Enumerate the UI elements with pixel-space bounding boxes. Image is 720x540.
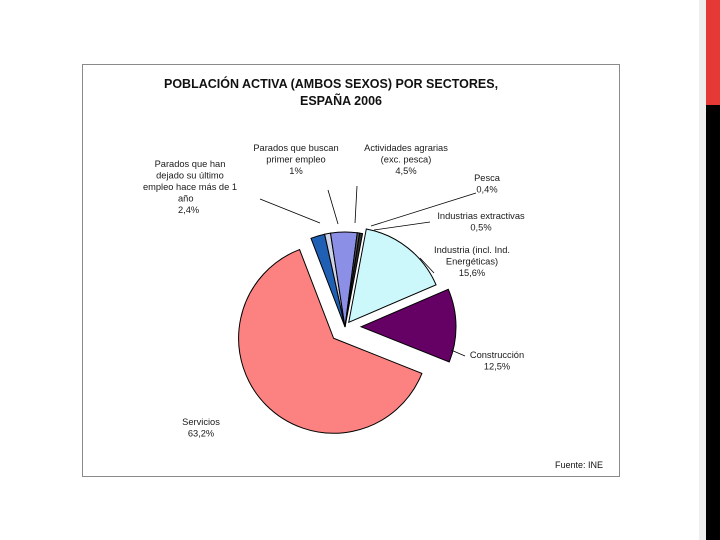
leader-line-actividades-agrarias xyxy=(354,185,358,224)
data-label-pesca: Pesca 0,4% xyxy=(474,173,501,195)
leader-line-parados-ultimo-empleo xyxy=(259,198,321,224)
leader-line-pesca xyxy=(370,192,477,227)
pie-slice-industrias-extractivas xyxy=(344,232,364,328)
leader-line-industria xyxy=(419,257,435,274)
pie-slice-industria xyxy=(348,228,437,324)
leader-line-construccion xyxy=(450,349,466,357)
data-label-actividades-agrarias: Actividades agrarias (exc. pesca) 4,5% xyxy=(364,143,448,176)
data-label-servicios: Servicios 63,2% xyxy=(182,417,220,439)
data-label-parados-ultimo-empleo: Parados que han dejado su último empleo ha… xyxy=(143,159,237,215)
leader-line-industrias-extractivas xyxy=(373,221,431,231)
slide-accent-bar-black xyxy=(706,0,720,540)
data-label-industrias-extractivas: Industrias extractivas 0,5% xyxy=(437,211,525,233)
data-label-construccion: Construcción 12,5% xyxy=(470,350,524,372)
leader-line-parados-primer-empleo xyxy=(327,189,339,225)
data-label-parados-primer-empleo: Parados que buscan primer empleo 1% xyxy=(253,143,338,176)
chart-title: POBLACIÓN ACTIVA (AMBOS SEXOS) POR SECTO… xyxy=(164,76,544,110)
pie-slice-construccion xyxy=(359,288,457,363)
slide-accent-bar-red xyxy=(706,0,720,105)
source-note: Fuente: INE xyxy=(555,460,604,470)
chart-title-line-1: POBLACIÓN ACTIVA (AMBOS SEXOS) POR SECTO… xyxy=(164,77,499,91)
pie-slice-servicios xyxy=(238,248,423,434)
data-label-industria: Industria (incl. Ind. Energéticas) 15,6% xyxy=(434,245,510,278)
chart-title-line-2: ESPAÑA 2006 xyxy=(300,94,382,108)
slide-edge-strip xyxy=(699,0,706,540)
